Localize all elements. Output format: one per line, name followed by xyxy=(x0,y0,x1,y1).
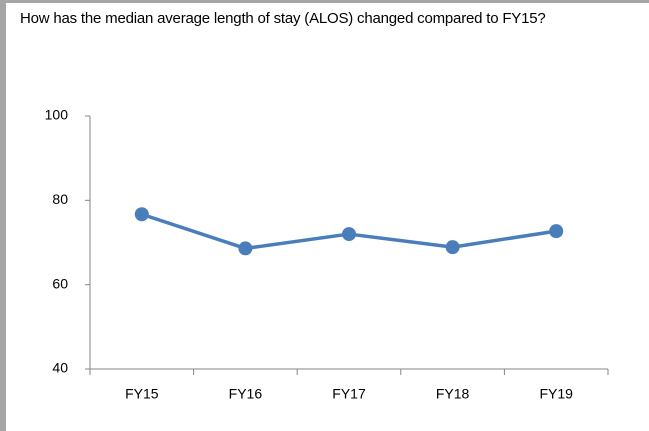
marker xyxy=(134,207,149,222)
chart-title: How has the median average length of sta… xyxy=(20,10,546,27)
y-tick-label: 80 xyxy=(52,191,68,207)
y-tick-label: 100 xyxy=(45,107,69,123)
marker xyxy=(238,241,253,256)
x-tick-label: FY17 xyxy=(332,386,366,402)
x-tick-label: FY18 xyxy=(436,386,470,402)
marker xyxy=(445,240,460,255)
top-border xyxy=(0,0,649,3)
x-tick-label: FY15 xyxy=(125,386,159,402)
x-tick-label: FY19 xyxy=(539,386,573,402)
y-tick-label: 40 xyxy=(52,360,68,376)
marker xyxy=(549,224,564,239)
y-tick-label: 60 xyxy=(52,275,68,291)
left-border xyxy=(0,0,6,431)
x-tick-label: FY16 xyxy=(229,386,263,402)
marker xyxy=(342,227,356,242)
